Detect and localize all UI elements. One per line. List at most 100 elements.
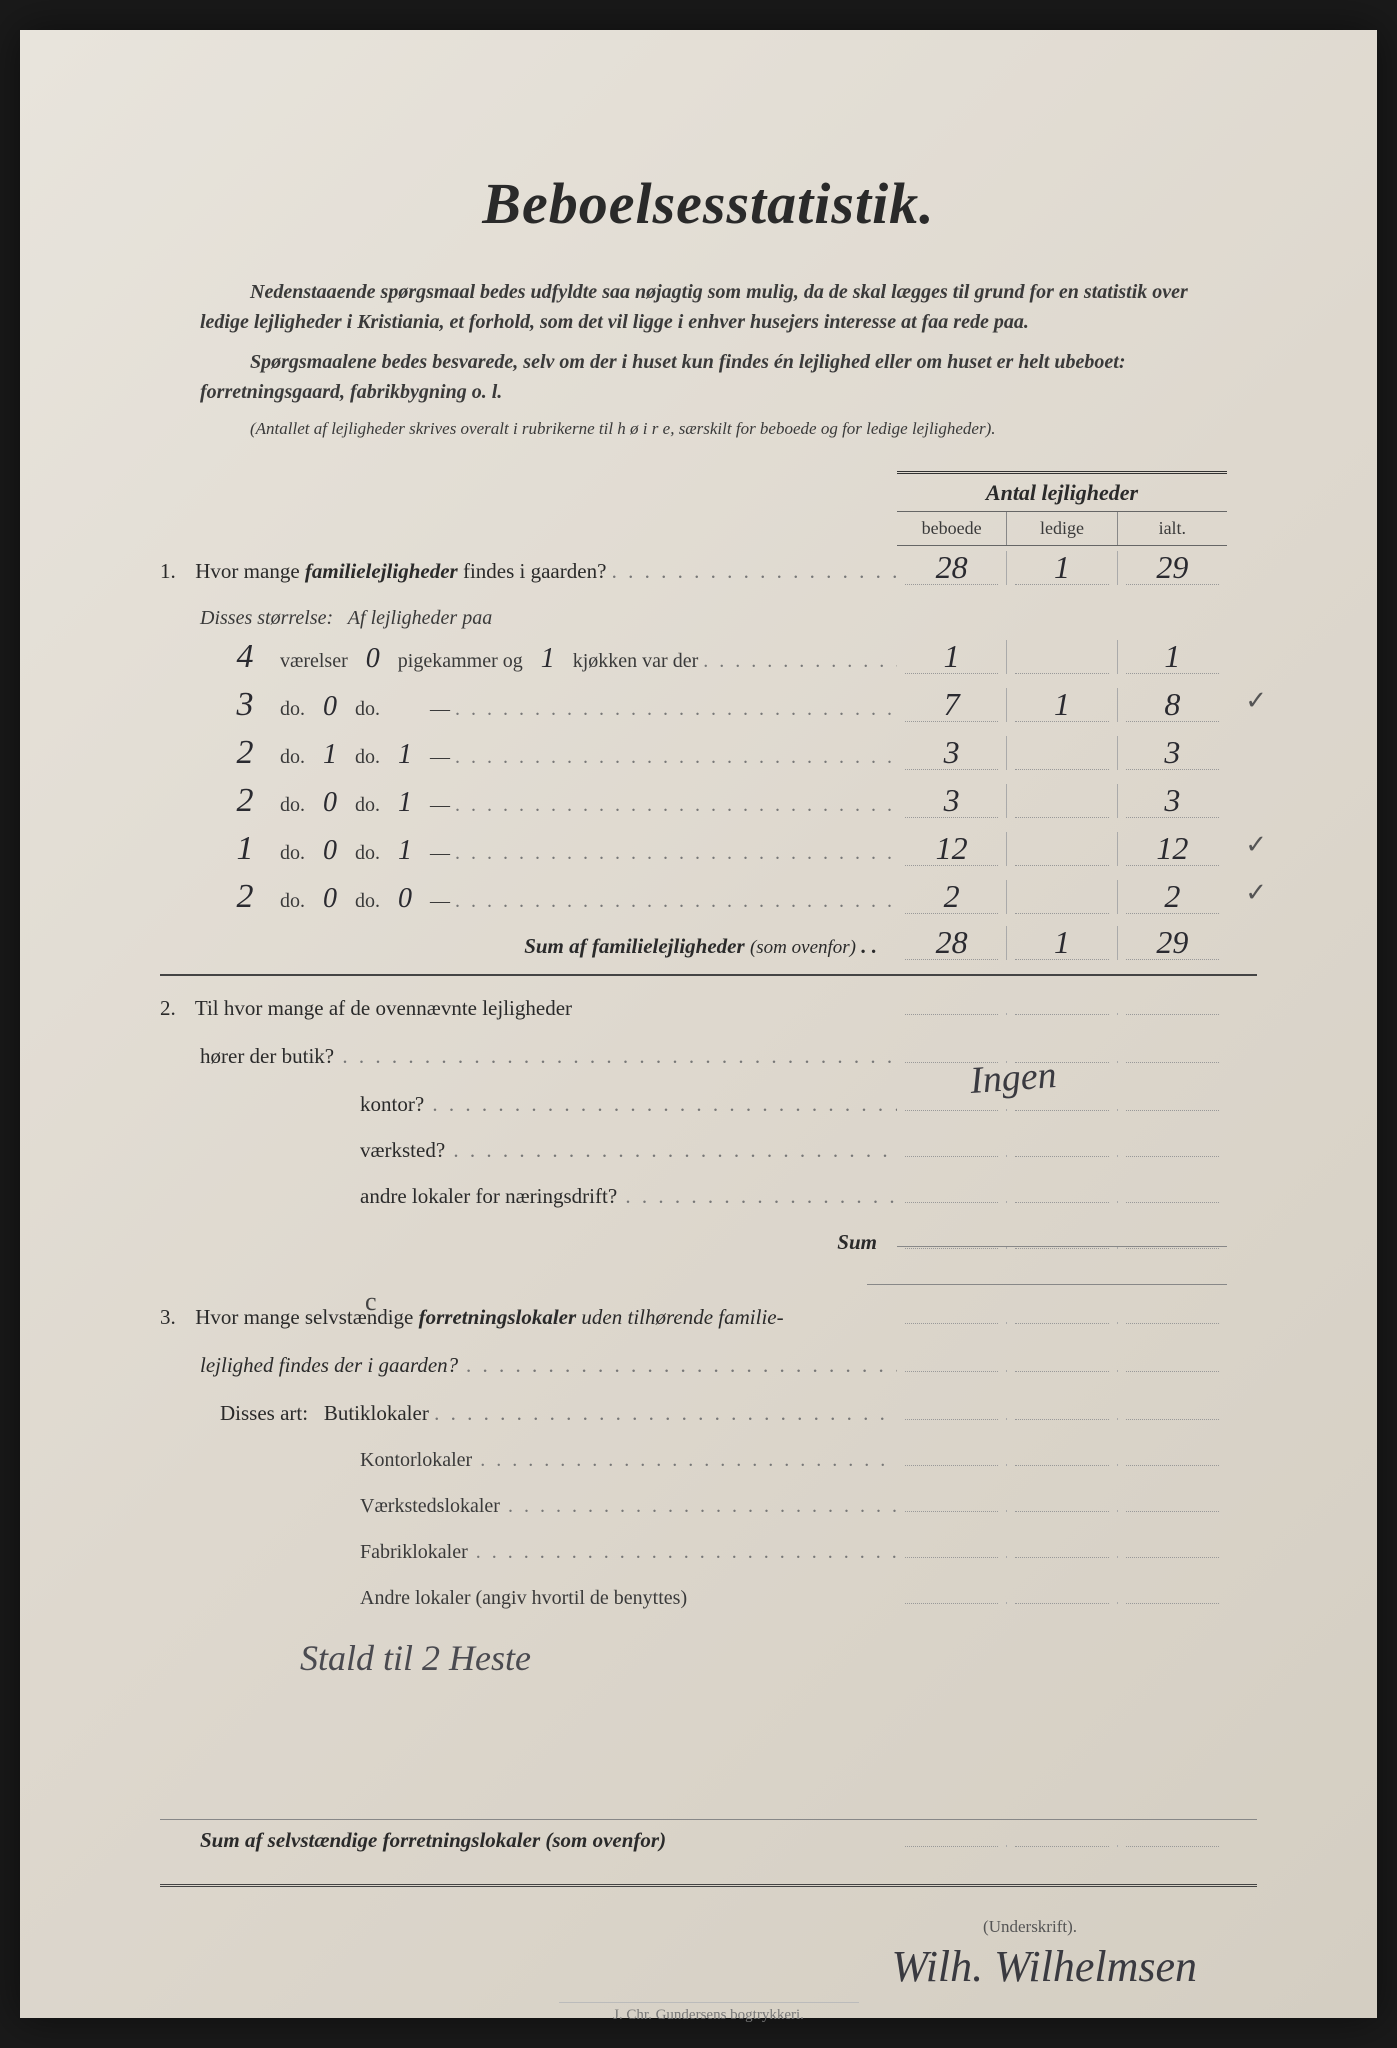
room-val-1 — [1006, 832, 1116, 866]
signature: Wilh. Wilhelmsen — [160, 1941, 1197, 1992]
room-val-2: 3 — [1117, 736, 1227, 770]
q1-val-ledige: 1 — [1006, 551, 1116, 585]
room-text: do. 0 do. 0 — — [280, 883, 897, 915]
q3-line2: lejlighed findes der i gaarden? — [160, 1353, 1257, 1401]
sum1-label: Sum af familielejligheder (som ovenfor) … — [160, 934, 897, 959]
q2-line2: hører der butik? — [160, 1044, 1257, 1092]
q1-val-beboede: 28 — [897, 551, 1006, 585]
room-values: 3 3 — [897, 736, 1227, 770]
q3-label-2: lejlighed findes der i gaarden? — [160, 1353, 897, 1378]
room-vaerelser: 2 — [210, 878, 280, 916]
room-row: 2 do. 1 do. 1 — 3 3 — [160, 734, 1257, 782]
room-values: 7 1 8 — [897, 688, 1227, 722]
document-title: Beboelsesstatistik. — [160, 170, 1257, 237]
room-val-0: 2 — [897, 880, 1006, 914]
room-val-1 — [1006, 736, 1116, 770]
room-row: 4 værelser 0 pigekammer og 1 kjøkken var… — [160, 638, 1257, 686]
check-mark: ✓ — [1245, 878, 1267, 908]
room-val-0: 1 — [897, 640, 1006, 674]
room-val-0: 3 — [897, 736, 1006, 770]
q2-label-2: hører der butik? — [160, 1044, 897, 1069]
q3-disses: Disses art: Butiklokaler — [160, 1401, 1257, 1449]
q1-text-bold: familielejligheder — [305, 559, 458, 583]
room-val-0: 3 — [897, 784, 1006, 818]
room-text: do. 0 do. 1 — — [280, 835, 897, 867]
q3-section: c 3. Hvor mange selvstændige forretnings… — [160, 1305, 1257, 1679]
sum1-values: 28 1 29 — [897, 926, 1227, 960]
col-ialt: ialt. — [1117, 512, 1227, 545]
room-vaerelser: 2 — [210, 782, 280, 820]
sum1-val-0: 28 — [897, 926, 1006, 960]
check-mark: ✓ — [1245, 686, 1267, 716]
q2-item-row: andre lokaler for næringsdrift? — [160, 1184, 1257, 1230]
col-ledige: ledige — [1006, 512, 1116, 545]
room-text: do. 0 do. — — [280, 691, 897, 723]
disses-label: Disses størrelse: Af lejligheder paa — [200, 599, 1257, 638]
q2-label-1: 2. Til hvor mange af de ovennævnte lejli… — [160, 996, 897, 1021]
q1-val-ialt: 29 — [1117, 551, 1227, 585]
q3-item-row: Fabriklokaler — [160, 1541, 1257, 1587]
table-header: Antal lejligheder beboede ledige ialt. — [160, 471, 1257, 551]
room-val-2: 1 — [1117, 640, 1227, 674]
q1-text-1: Hvor mange — [195, 559, 299, 583]
room-val-2: 2 — [1117, 880, 1227, 914]
room-row: 1 do. 0 do. 1 — 12 12 ✓ — [160, 830, 1257, 878]
room-values: 3 3 — [897, 784, 1227, 818]
room-text: værelser 0 pigekammer og 1 kjøkken var d… — [280, 643, 897, 675]
intro-paragraph-3: (Antallet af lejligheder skrives overalt… — [200, 417, 1217, 441]
room-vaerelser: 4 — [210, 638, 280, 676]
room-row: 2 do. 0 do. 1 — 3 3 — [160, 782, 1257, 830]
q1-label: 1. Hvor mange familielejligheder findes … — [160, 559, 897, 584]
col-beboede: beboede — [897, 512, 1006, 545]
room-val-1 — [1006, 880, 1116, 914]
room-val-1 — [1006, 640, 1116, 674]
room-val-1 — [1006, 784, 1116, 818]
form-content: Antal lejligheder beboede ledige ialt. 1… — [160, 471, 1257, 2024]
printer-credit: J. Chr. Gundersens bogtrykkeri. — [559, 2002, 859, 2024]
q1-values: 28 1 29 — [897, 551, 1227, 585]
room-val-1: 1 — [1006, 688, 1116, 722]
room-text: do. 1 do. 1 — — [280, 739, 897, 771]
sum1-val-2: 29 — [1117, 926, 1227, 960]
q3-item-row: Kontorlokaler — [160, 1449, 1257, 1495]
room-values: 1 1 — [897, 640, 1227, 674]
q2-line1: 2. Til hvor mange af de ovennævnte lejli… — [160, 996, 1257, 1044]
room-values: 12 12 — [897, 832, 1227, 866]
footer-sum-label: Sum af selvstændige forretningslokaler (… — [160, 1828, 897, 1853]
header-title: Antal lejligheder — [897, 471, 1227, 506]
q2-sum-row: Sum — [160, 1230, 1257, 1276]
q1-text-2: findes i gaarden? — [463, 559, 606, 583]
q3-line1: 3. Hvor mange selvstændige forretningslo… — [160, 1305, 1257, 1353]
room-row: 2 do. 0 do. 0 — 2 2 ✓ — [160, 878, 1257, 926]
q2-sum-label: Sum — [160, 1230, 897, 1255]
q3-item-label: Værkstedslokaler — [160, 1495, 897, 1518]
check-mark: ✓ — [1245, 830, 1267, 860]
subheader-row: beboede ledige ialt. — [897, 511, 1227, 546]
underskrift-label: (Underskrift). — [160, 1917, 1077, 1937]
intro-paragraph-2: Spørgsmaalene bedes besvarede, selv om d… — [200, 347, 1217, 407]
sum1-val-1: 1 — [1006, 926, 1116, 960]
q3-handwritten: Stald til 2 Heste — [300, 1637, 1257, 1679]
intro-paragraph-1: Nedenstaaende spørgsmaal bedes udfyldte … — [200, 277, 1217, 337]
room-val-2: 8 — [1117, 688, 1227, 722]
room-val-0: 12 — [897, 832, 1006, 866]
room-val-0: 7 — [897, 688, 1006, 722]
q2-item-row: værksted? — [160, 1138, 1257, 1184]
room-val-2: 3 — [1117, 784, 1227, 818]
document-page: Beboelsesstatistik. Nedenstaaende spørgs… — [20, 30, 1377, 2018]
room-val-2: 12 — [1117, 832, 1227, 866]
sum1-row: Sum af familielejligheder (som ovenfor) … — [160, 926, 1257, 976]
q2-item-label: kontor? — [160, 1092, 897, 1117]
q3-andre-label: Andre lokaler (angiv hvortil de benyttes… — [160, 1587, 897, 1610]
room-vaerelser: 2 — [210, 734, 280, 772]
footer-sum-row: Sum af selvstændige forretningslokaler (… — [160, 1819, 1257, 1887]
q2-handwritten-note: Ingen — [969, 1053, 1058, 1103]
q3-andre: Andre lokaler (angiv hvortil de benyttes… — [160, 1587, 1257, 1633]
room-vaerelser: 3 — [210, 686, 280, 724]
q3-item-label: Kontorlokaler — [160, 1449, 897, 1472]
q3-item-label: Fabriklokaler — [160, 1541, 897, 1564]
room-row: 3 do. 0 do. — 7 1 8 ✓ — [160, 686, 1257, 734]
q2-section: 2. Til hvor mange af de ovennævnte lejli… — [160, 996, 1257, 1285]
q2-item-label: andre lokaler for næringsdrift? — [160, 1184, 897, 1209]
q2-item-label: værksted? — [160, 1138, 897, 1163]
